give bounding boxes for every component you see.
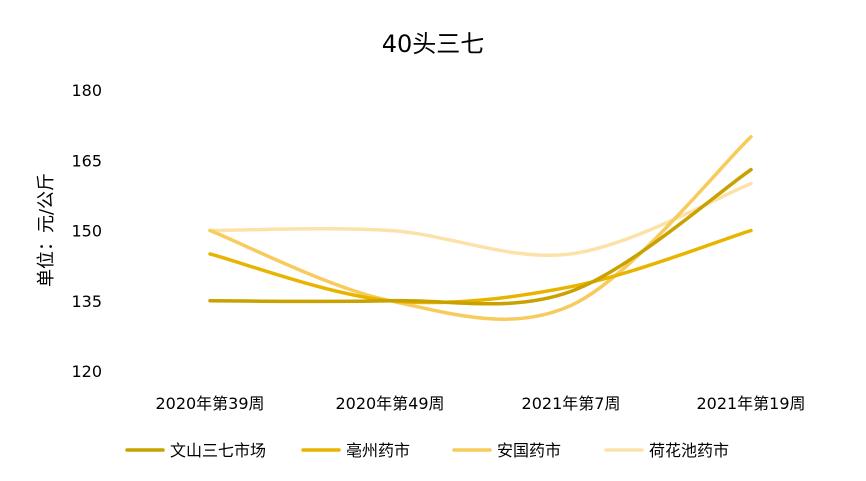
legend-label: 文山三七市场 [170, 441, 266, 460]
y-tick-label: 165 [71, 151, 102, 170]
legend: 文山三七市场 亳州药市 安国药市 荷花池药市 [125, 441, 729, 460]
series-line-2 [208, 135, 753, 321]
y-tick-label: 150 [71, 222, 102, 241]
chart-title: 40头三七 [382, 30, 485, 58]
y-tick-label: 135 [71, 292, 102, 311]
series-line-3 [208, 181, 753, 258]
x-tick-label: 2020年第39周 [155, 394, 264, 413]
y-tick-label: 120 [71, 362, 102, 381]
x-tick-label: 2020年第49周 [335, 394, 444, 413]
series-line-1 [208, 228, 753, 305]
legend-label: 安国药市 [497, 441, 561, 460]
x-tick-label: 2021年第19周 [696, 394, 805, 413]
legend-label: 荷花池药市 [649, 441, 729, 460]
x-axis-ticks: 2020年第39周 2020年第49周 2021年第7周 2021年第19周 [155, 394, 805, 413]
y-axis-label: 单位：元/公斤 [36, 173, 57, 287]
y-tick-label: 180 [71, 81, 102, 100]
y-axis-ticks: 120 135 150 165 180 [71, 81, 102, 381]
legend-label: 亳州药市 [346, 441, 410, 460]
series-lines [208, 135, 753, 321]
series-line-0 [208, 167, 753, 306]
x-tick-label: 2021年第7周 [522, 394, 621, 413]
